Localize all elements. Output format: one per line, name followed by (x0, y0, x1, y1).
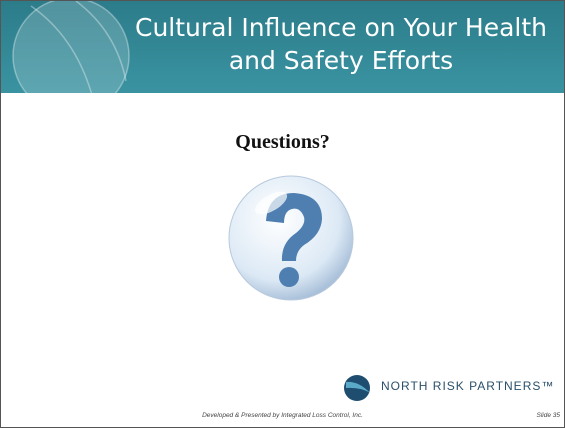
logo-text: NORTH RISK PARTNERS™ (381, 379, 555, 393)
slide-title: Cultural Influence on Your Health and Sa… (121, 11, 561, 77)
question-bubble (228, 175, 354, 301)
header-decoration (12, 1, 130, 93)
footer-credit: Developed & Presented by Integrated Loss… (202, 412, 363, 419)
title-line: and Safety Efforts (228, 46, 454, 75)
logo-icon (344, 375, 370, 401)
slide-number: Slide 35 (536, 412, 561, 419)
heading: Questions? (235, 131, 330, 153)
title-line: Cultural Influence on Your Health (135, 13, 547, 42)
header-band: Cultural Influence on Your Health and Sa… (1, 1, 564, 93)
